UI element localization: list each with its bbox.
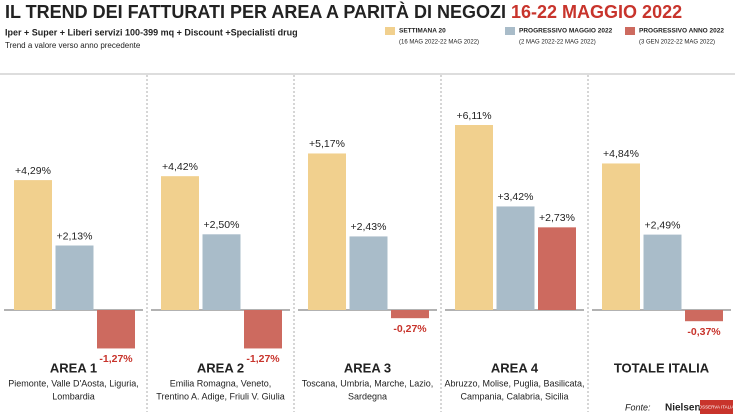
category-description: Toscana, Umbria, Marche, Lazio, [302, 378, 434, 388]
legend-swatch [385, 27, 395, 35]
legend-swatch [625, 27, 635, 35]
title-main: IL TREND DEI FATTURATI PER AREA A PARITÀ… [5, 1, 506, 22]
value-label: +2,13% [57, 230, 93, 242]
bar [55, 245, 94, 310]
value-label: +2,50% [204, 219, 240, 231]
category-description: Campania, Calabria, Sicilia [460, 391, 568, 401]
value-label: -1,27% [99, 353, 133, 365]
bar [349, 236, 388, 310]
category-label: AREA 1 [50, 360, 97, 375]
value-label: +2,49% [645, 219, 681, 231]
chart-title: IL TREND DEI FATTURATI PER AREA A PARITÀ… [5, 1, 682, 22]
bar [496, 206, 535, 310]
value-label: +4,42% [162, 161, 198, 173]
category-description: Sardegna [348, 391, 387, 401]
legend-label: PROGRESSIVO MAGGIO 2022 [519, 28, 613, 35]
bar [202, 234, 241, 310]
category-label: AREA 2 [197, 360, 244, 375]
bar [14, 180, 52, 310]
value-label: -0,27% [393, 323, 427, 335]
source: NielsenIQ [665, 403, 711, 414]
legend-label: SETTIMANA 20 [399, 28, 446, 35]
value-label: +2,73% [539, 212, 575, 224]
value-label: +3,42% [498, 191, 534, 203]
value-label: -1,27% [246, 353, 280, 365]
category-label: TOTALE ITALIA [614, 360, 710, 375]
bar [244, 310, 282, 349]
bar [391, 310, 429, 319]
category-description: Emilia Romagna, Veneto, [170, 378, 272, 388]
subtitle: Iper + Super + Liberi servizi 100-399 mq… [5, 27, 298, 37]
bar [685, 310, 723, 322]
bar [602, 163, 640, 310]
category-description: Trentino A. Adige, Friuli V. Giulia [156, 391, 284, 401]
value-label: +2,43% [351, 221, 387, 233]
legend-period: (16 MAG 2022-22 MAG 2022) [399, 40, 479, 46]
legend-period: (3 GEN 2022-22 MAG 2022) [639, 40, 715, 46]
value-label: +4,29% [15, 165, 51, 177]
category-label: AREA 3 [344, 360, 391, 375]
subtitle2: Trend a valore verso anno precedente [5, 41, 141, 50]
bar [643, 234, 682, 310]
value-label: +4,84% [603, 148, 639, 160]
value-label: -0,37% [687, 326, 721, 338]
legend-label: PROGRESSIVO ANNO 2022 [639, 28, 724, 35]
title-date: 16-22 MAGGIO 2022 [511, 2, 682, 22]
bar [161, 176, 199, 310]
bar [97, 310, 135, 349]
legend-period: (2 MAG 2022-22 MAG 2022) [519, 40, 596, 46]
category-description: Piemonte, Valle D'Aosta, Liguria, [8, 378, 139, 388]
category-label: AREA 4 [491, 360, 539, 375]
category-description: Lombardia [52, 391, 95, 401]
legend-swatch [505, 27, 515, 35]
bar [538, 227, 576, 310]
bar [308, 153, 346, 310]
bar [455, 125, 493, 310]
source2: OSSERVA ITALIA [699, 405, 735, 410]
value-label: +5,17% [309, 138, 345, 150]
category-description: Abruzzo, Molise, Puglia, Basilicata, [444, 378, 584, 388]
value-label: +6,11% [456, 110, 491, 122]
source2-box [700, 400, 733, 414]
source-label: Fonte: [625, 402, 651, 412]
